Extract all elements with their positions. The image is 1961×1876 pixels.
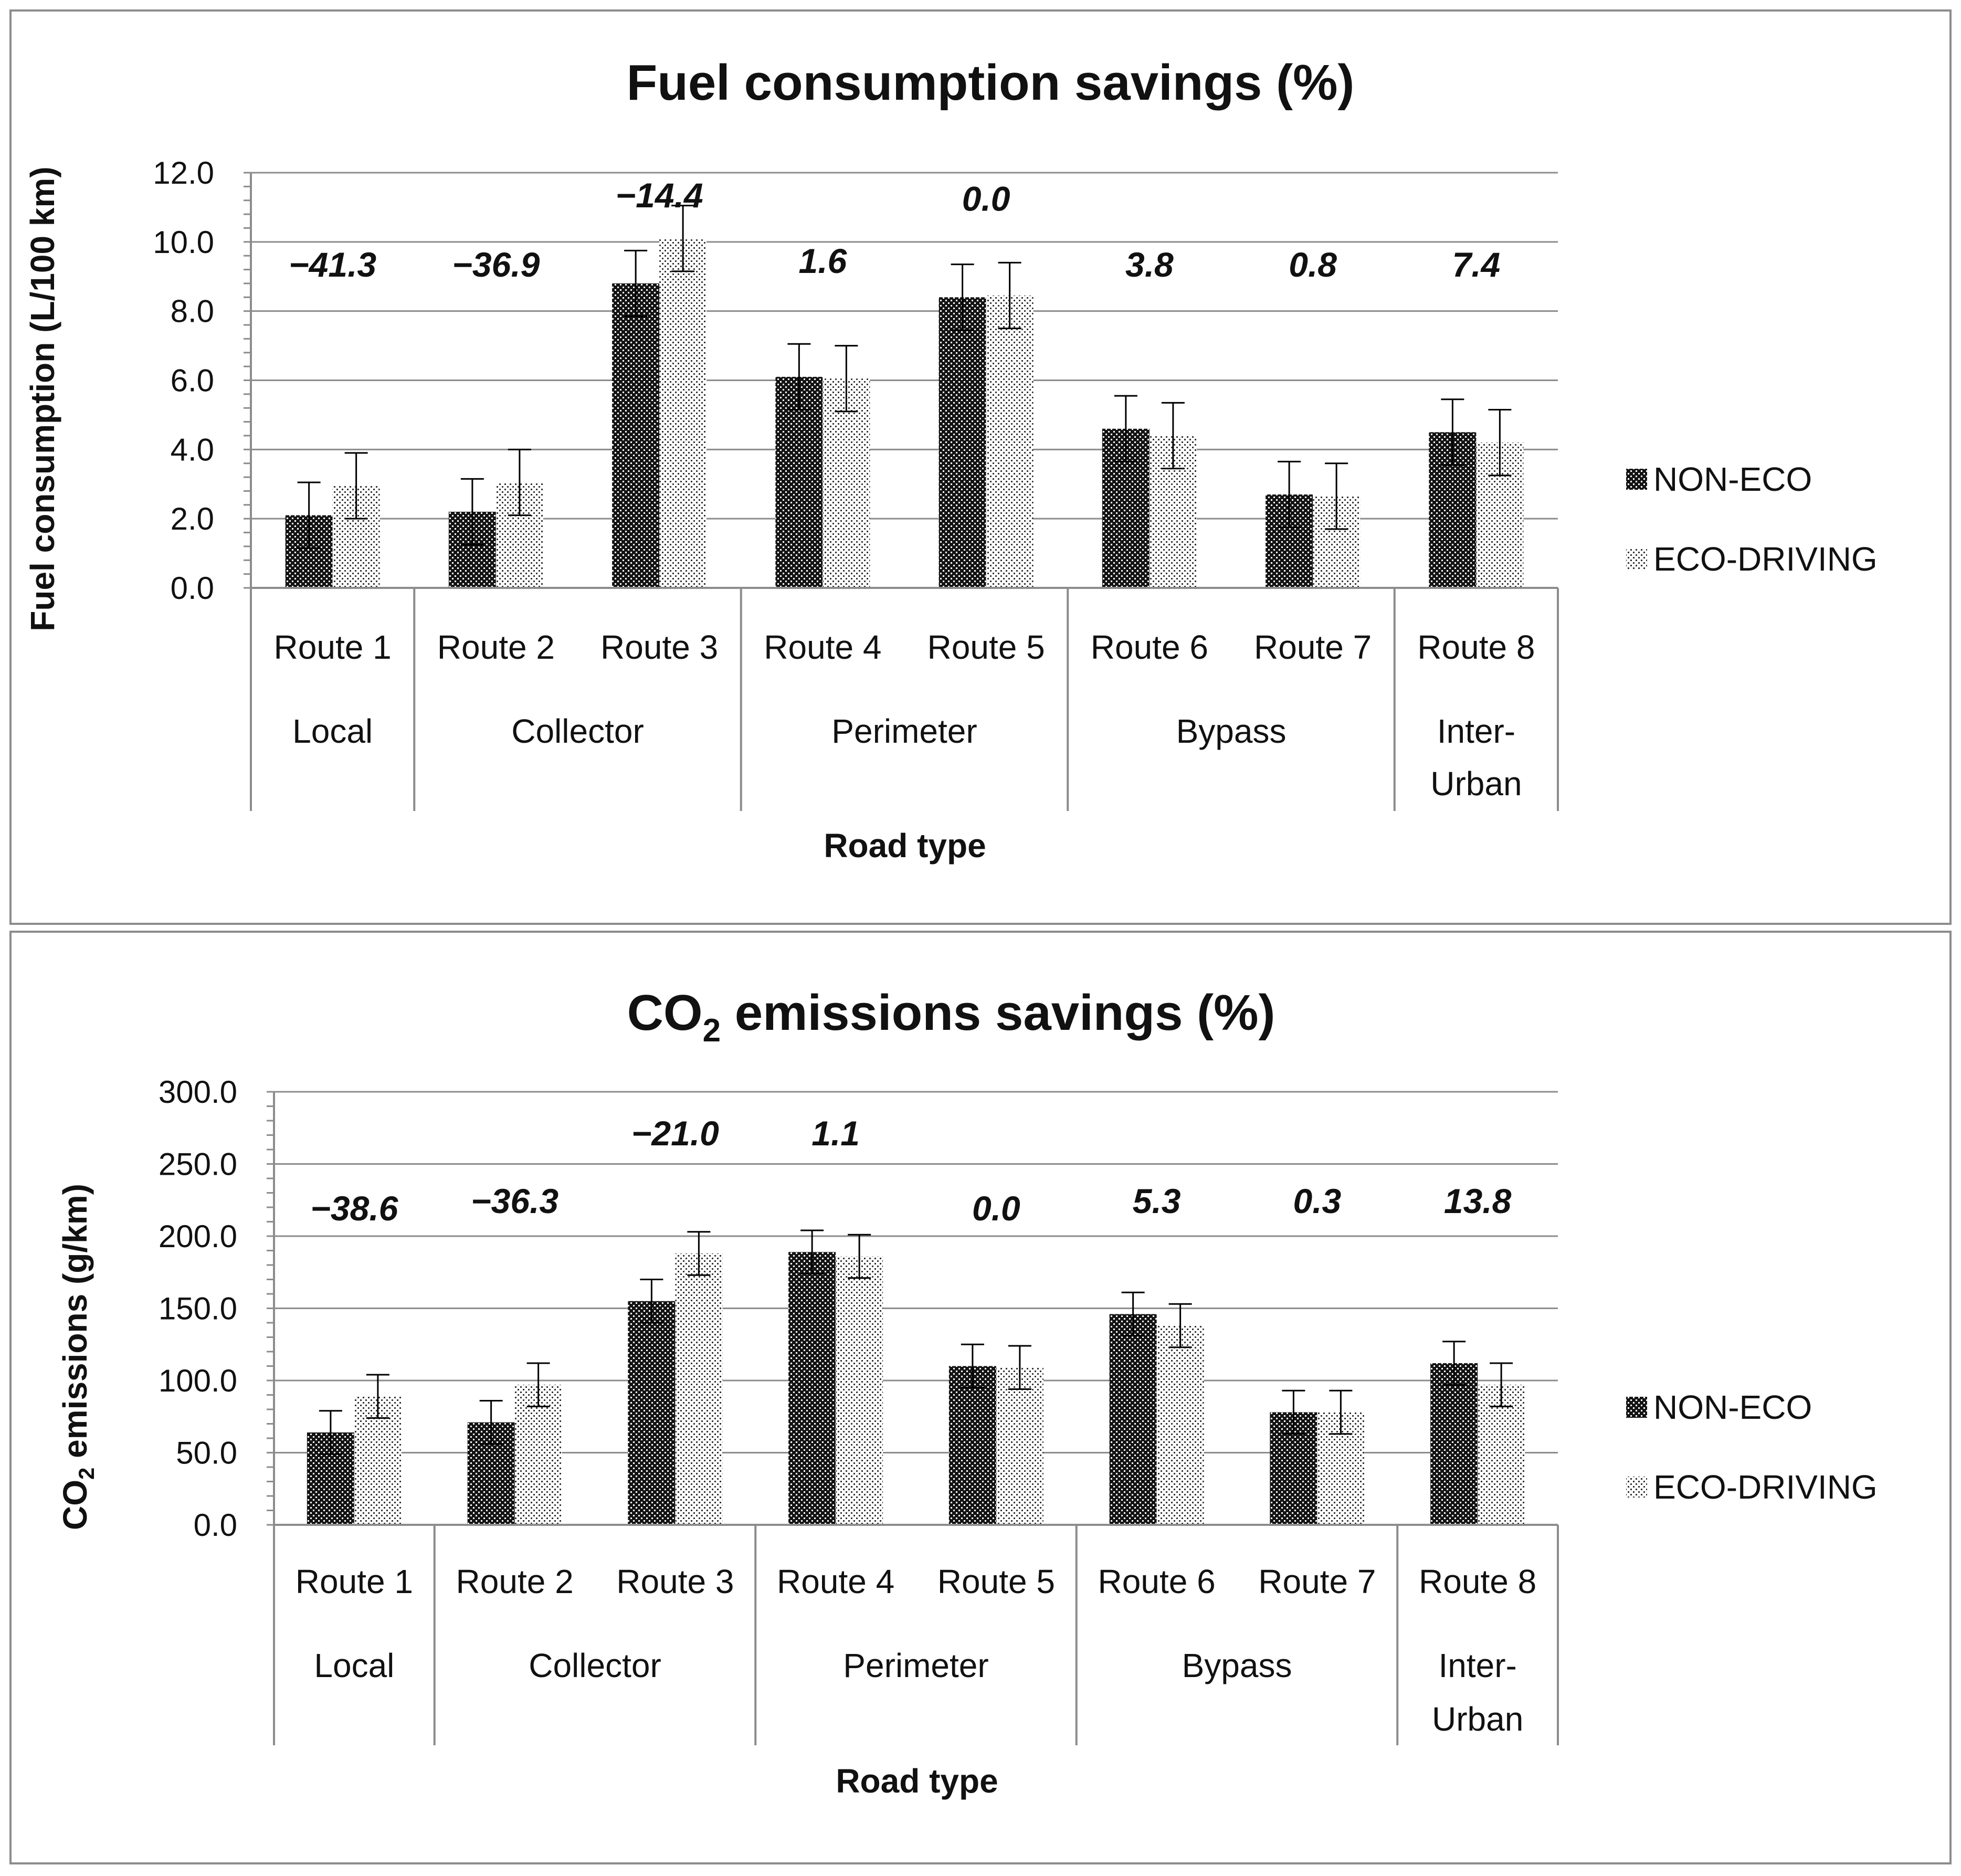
chart-2-title-co: CO (627, 985, 703, 1041)
bar-eco-driving (836, 1256, 883, 1525)
group-label: Perimeter (843, 1647, 988, 1684)
chart-2-ylabel-sub: 2 (74, 1468, 99, 1480)
savings-annotation: 13.8 (1444, 1182, 1512, 1220)
chart-2-ylabel: CO2 emissions (g/km) (56, 1184, 99, 1530)
bar-non-eco (939, 297, 986, 588)
category-label: Route 6 (1098, 1563, 1216, 1600)
bar-eco-driving (823, 378, 870, 588)
savings-annotation: −41.3 (289, 245, 376, 284)
bar-non-eco (1109, 1314, 1157, 1525)
y-tick-label: 4.0 (171, 432, 214, 467)
group-label: Local (292, 712, 373, 750)
savings-annotation: 7.4 (1452, 245, 1501, 284)
bar-eco-driving (1478, 1385, 1525, 1525)
savings-annotation: −36.9 (452, 245, 540, 284)
chart-2-title-rest: emissions savings (%) (721, 985, 1275, 1041)
bar-non-eco (948, 1366, 996, 1525)
savings-annotation: 1.6 (799, 241, 848, 280)
category-label: Route 4 (777, 1563, 894, 1600)
category-label: Route 1 (296, 1563, 413, 1600)
savings-annotation: 0.0 (962, 180, 1010, 218)
category-label: Route 3 (616, 1563, 734, 1600)
category-label: Route 8 (1417, 628, 1535, 666)
chart-2-ylabel-rest: emissions (g/km) (56, 1184, 94, 1468)
y-tick-label: 6.0 (171, 363, 214, 398)
category-label: Route 2 (437, 628, 555, 666)
bar-eco-driving (996, 1367, 1043, 1525)
y-tick-label: 300.0 (159, 1074, 237, 1110)
y-tick-label: 200.0 (159, 1219, 237, 1254)
chart-1-title: Fuel consumption savings (%) (627, 55, 1355, 111)
chart-2-legend: NON-ECO ECO-DRIVING (1626, 1388, 1878, 1506)
chart-1-legend: NON-ECO ECO-DRIVING (1626, 460, 1878, 578)
group-label: Bypass (1176, 712, 1287, 750)
y-tick-label: 10.0 (153, 225, 214, 260)
y-tick-label: 0.0 (171, 571, 214, 606)
y-tick-label: 2.0 (171, 501, 214, 536)
category-label: Route 6 (1091, 628, 1208, 666)
category-label: Route 1 (274, 628, 392, 666)
bar-eco-driving (1156, 1325, 1204, 1525)
savings-annotation: 0.8 (1289, 245, 1337, 284)
group-label: Local (314, 1647, 394, 1684)
chart-2-title: CO2 emissions savings (%) (627, 985, 1275, 1049)
bar-eco-driving (675, 1253, 723, 1525)
savings-annotation: 0.0 (972, 1189, 1020, 1228)
bar-non-eco (788, 1252, 836, 1525)
co2-chart: CO2 emissions savings (%) −38.6 −36.3−21.… (56, 985, 1878, 1800)
legend-1-swatch-non-eco (1626, 469, 1647, 490)
category-label: Route 7 (1254, 628, 1372, 666)
bar-non-eco (775, 376, 823, 588)
y-tick-label: 12.0 (153, 155, 214, 191)
savings-annotation: −21.0 (631, 1114, 719, 1153)
y-tick-label: 0.0 (194, 1508, 237, 1543)
legend-2-label-non-eco: NON-ECO (1653, 1388, 1812, 1426)
category-label: Route 4 (764, 628, 881, 666)
group-label: Perimeter (831, 712, 977, 750)
chart-2-title-sub: 2 (703, 1013, 721, 1049)
group-label: Inter-Urban (1432, 1647, 1523, 1738)
legend-1-label-eco: ECO-DRIVING (1653, 540, 1878, 578)
savings-annotation: 0.3 (1293, 1182, 1342, 1220)
bar-non-eco (628, 1301, 676, 1525)
legend-1-swatch-eco (1626, 549, 1647, 570)
y-tick-label: 100.0 (159, 1363, 237, 1398)
legend-2-label-eco: ECO-DRIVING (1653, 1468, 1878, 1506)
legend-2-swatch-eco (1626, 1477, 1647, 1498)
y-tick-label: 8.0 (171, 294, 214, 329)
savings-annotation: 5.3 (1133, 1182, 1181, 1220)
chart-1-ylabel: Fuel consumption (L/100 km) (24, 166, 61, 631)
group-label: Inter-Urban (1430, 712, 1522, 803)
savings-annotation: −14.4 (616, 176, 703, 215)
fuel-chart: Fuel consumption savings (%) −41.3 −36.9 −… (24, 55, 1878, 865)
bar-eco-driving (514, 1385, 562, 1525)
category-label: Route 5 (927, 628, 1045, 666)
chart-1-xlabel: Road type (824, 827, 986, 865)
savings-annotation: 3.8 (1125, 245, 1174, 284)
category-label: Route 5 (937, 1563, 1055, 1600)
category-label: Route 8 (1419, 1563, 1536, 1600)
chart-2-ylabel-co: CO (56, 1480, 94, 1530)
category-label: Route 7 (1258, 1563, 1376, 1600)
savings-annotation: −36.3 (471, 1182, 558, 1220)
group-label: Collector (511, 712, 644, 750)
bar-eco-driving (986, 296, 1034, 588)
savings-annotation: −38.6 (310, 1189, 398, 1228)
y-tick-label: 150.0 (159, 1291, 237, 1326)
y-tick-label: 250.0 (159, 1147, 237, 1182)
bar-non-eco (612, 283, 660, 588)
group-label: Bypass (1182, 1647, 1292, 1684)
category-label: Route 2 (456, 1563, 574, 1600)
bar-eco-driving (659, 238, 707, 588)
savings-annotation: 1.1 (811, 1114, 860, 1153)
bar-non-eco (1430, 1363, 1478, 1525)
y-tick-label: 50.0 (176, 1436, 237, 1471)
category-label: Route 3 (600, 628, 718, 666)
legend-2-swatch-non-eco (1626, 1397, 1647, 1418)
legend-1-label-non-eco: NON-ECO (1653, 460, 1812, 498)
group-label: Collector (529, 1647, 661, 1684)
chart-2-xlabel: Road type (836, 1762, 998, 1800)
